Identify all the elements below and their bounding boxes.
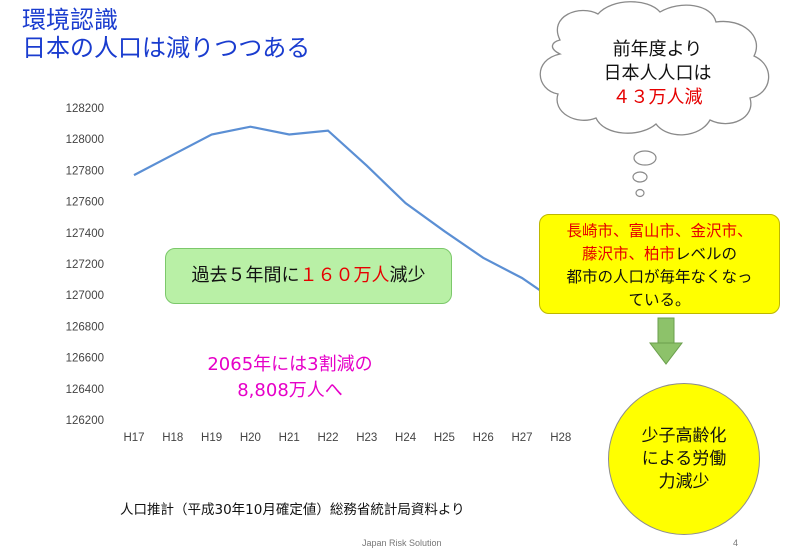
cities-line-2: 藤沢市、柏市レベルの (540, 243, 779, 266)
y-tick-label: 127400 (66, 228, 104, 240)
cities-line-2-rest: レベルの (675, 245, 738, 263)
population-series-line (133, 125, 562, 306)
y-tick-label: 127200 (66, 259, 104, 271)
projection-line-2: 8,808万人へ (237, 380, 343, 401)
circle-line-3: 力減少 (658, 471, 710, 492)
x-tick-label: H19 (201, 432, 222, 444)
y-tick-label: 127000 (66, 290, 104, 302)
page-title: 環境認識 (22, 6, 118, 34)
thought-line-3: ４３万人減 (612, 87, 703, 108)
city-level-callout: 長崎市、富山市、金沢市、 藤沢市、柏市レベルの 都市の人口が毎年なくなっ ている… (539, 214, 780, 314)
circle-line-1: 少子高齢化 (641, 425, 727, 446)
x-tick-label: H21 (279, 432, 300, 444)
y-tick-label: 127800 (66, 165, 104, 177)
green-text-before: 過去５年間に (191, 265, 300, 286)
x-tick-label: H27 (511, 432, 532, 444)
projection-2065-text: 2065年には3割減の 8,808万人へ (170, 352, 410, 404)
footer-organization: Japan Risk Solution (362, 538, 442, 548)
page-number: 4 (733, 538, 739, 548)
thought-line-2: 日本人人口は (603, 63, 712, 84)
cities-line-3: 都市の人口が毎年なくなっ (566, 268, 753, 286)
cities-line-1: 長崎市、富山市、金沢市、 (566, 222, 753, 240)
x-tick-label: H22 (317, 432, 338, 444)
circle-line-2: による労働 (641, 448, 727, 469)
y-tick-label: 127600 (66, 197, 104, 209)
cities-line-2-red: 藤沢市、柏市 (581, 245, 675, 263)
green-highlight: １６０万人 (299, 265, 390, 286)
y-tick-label: 126800 (66, 321, 104, 333)
down-arrow-icon (648, 317, 684, 365)
source-note: 人口推計（平成30年10月確定値）総務省統計局資料より (120, 502, 465, 518)
y-tick-label: 128200 (66, 103, 104, 115)
cities-line-4: ている。 (628, 291, 691, 309)
thought-bubble (539, 1, 770, 198)
y-tick-label: 128000 (66, 134, 104, 146)
thought-bubble-text: 前年度より 日本人人口は ４３万人減 (550, 38, 765, 110)
y-tick-label: 126400 (66, 384, 104, 396)
x-tick-label: H18 (162, 432, 183, 444)
labor-shortage-circle: 少子高齢化 による労働 力減少 (608, 383, 760, 535)
x-tick-label: H20 (240, 432, 261, 444)
x-tick-label: H23 (356, 432, 377, 444)
x-tick-label: H17 (123, 432, 144, 444)
y-tick-label: 126600 (66, 353, 104, 365)
page-subtitle: 日本の人口は減りつつある (22, 34, 311, 62)
projection-line-1: 2065年には3割減の (207, 354, 373, 375)
x-tick-label: H28 (550, 432, 571, 444)
x-tick-label: H26 (473, 432, 494, 444)
x-tick-label: H25 (434, 432, 455, 444)
y-tick-label: 126200 (66, 415, 104, 427)
five-year-decrease-callout: 過去５年間に１６０万人減少 (165, 248, 452, 304)
thought-line-1: 前年度より (612, 39, 703, 60)
green-text-after: 減少 (389, 265, 426, 286)
x-tick-label: H24 (395, 432, 417, 444)
